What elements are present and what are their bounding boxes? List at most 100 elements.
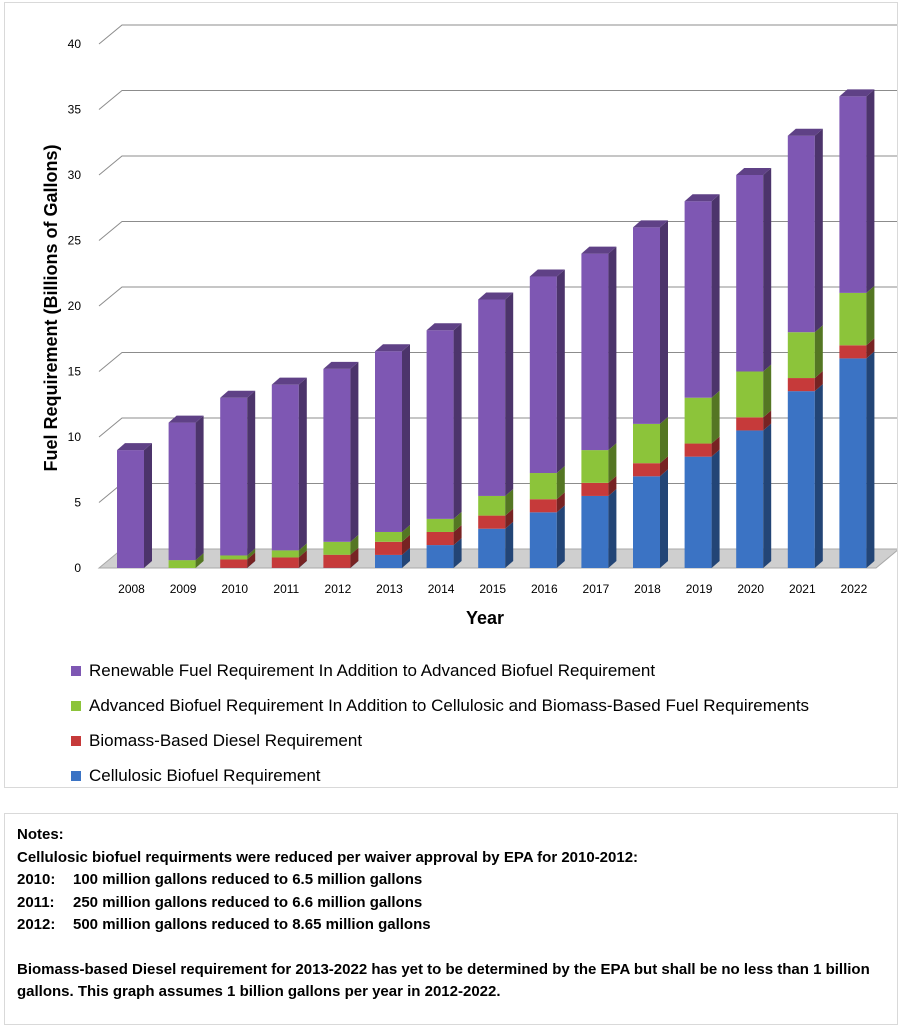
bar-segment-side [505,488,514,516]
bar-segment-front [839,96,867,293]
bar-segment-side [763,410,772,431]
bar-top-cap [375,344,410,352]
bar-segment-side [298,550,307,568]
bar-segment-front [839,358,867,568]
bar-segment [220,552,256,568]
bar-segment [581,443,617,483]
diesel-note: Biomass-based Diesel requirement for 201… [17,960,870,1001]
y-tick-label: 40 [68,37,82,51]
bar-top-cap [736,168,772,175]
notes-intro: Cellulosic biofuel requirments were redu… [17,848,639,866]
bar-segment-front [375,351,402,532]
bar-segment-side [556,466,565,500]
legend: Renewable Fuel Requirement In Addition t… [71,653,809,793]
bar-segment-front [633,476,660,568]
bar-segment [736,168,772,372]
notes-heading: Notes: [17,826,64,843]
bar-segment [633,456,668,477]
gridline [98,155,897,176]
bar-segment [787,128,823,333]
x-tick-label: 2021 [789,582,816,596]
y-tick-label: 5 [74,496,81,510]
bar-segment [736,410,772,431]
bar-segment [426,524,462,546]
bar-segment-side [453,323,462,519]
x-tick-label: 2018 [634,582,661,596]
bar-segment-side [350,534,359,555]
bar-segment-front [529,499,557,513]
y-axis-title: Fuel Requirement (Billions of Gallons) [41,144,61,471]
bar-segment [220,548,256,560]
bar-segment-side [711,194,720,398]
bar-top-cap [529,269,565,277]
bar-segment-side [711,390,720,444]
bar-segment [323,547,359,568]
bar-segment [168,553,204,568]
bar-segment-front [220,397,248,556]
bar-segment-front [323,368,351,542]
legend-item-advanced: Advanced Biofuel Requirement In Addition… [71,688,809,723]
bar-segment [684,390,720,444]
bar-segment-front [117,450,144,568]
bar-segment [426,323,462,519]
bar-top-cap [168,415,204,423]
bar-segment [581,246,617,451]
bar-segment-side [144,443,152,568]
bar-segment-front [684,201,712,398]
bar-segment [375,547,410,568]
bar-segment-side [711,449,720,568]
y-tick-label: 0 [74,561,81,575]
bar-segment-side [763,364,772,418]
bar-segment [839,285,875,346]
bar-segment-side [866,351,875,568]
bar-segment [117,443,152,568]
bar-segment-front [271,557,299,568]
bar-segment-front [529,473,557,500]
bar-segment-front [736,175,764,372]
bar-segment-side [298,377,307,551]
legend-item-cellulosic: Cellulosic Biofuel Requirement [71,758,809,793]
x-tick-label: 2008 [118,582,145,596]
bar-segment-front [426,330,454,519]
bar-top-cap [478,292,514,300]
bar-segment [839,338,875,359]
bar-segment [323,361,359,542]
bar-segment-front [426,518,454,532]
bar-segment-front [581,482,609,496]
bar-segment [323,534,359,555]
bar-segment [529,269,565,474]
bar-segment [168,415,204,561]
bar-segment-side [608,475,617,496]
bar-segment-side [556,492,565,513]
bar-segment-front [581,495,609,568]
bar-segment-front [787,378,815,392]
bar-segment-front [168,560,196,568]
gridline [98,24,897,45]
bar-segment-front [736,430,764,568]
bar-segment-front [271,384,299,551]
bar-segment-side [195,553,204,568]
x-tick-label: 2019 [686,582,713,596]
x-tick-label: 2012 [325,582,352,596]
bar-segment-side [350,361,359,542]
bar-segment-front [529,276,557,474]
bar-segment-side [608,246,617,451]
bar-segment [839,351,875,568]
bar-top-cap [426,323,462,331]
bar-segment-side [453,524,462,546]
bar-segment [684,194,720,398]
legend-label-biomass-diesel: Biomass-Based Diesel Requirement [89,730,363,750]
bar-segment-side [298,543,307,558]
bar-segment [684,449,720,568]
bar-segment-side [763,168,772,372]
bar-segment [271,550,307,568]
bar-segment [529,492,565,513]
bar-segment-front [736,371,764,418]
bar-segment-side [402,547,410,568]
x-tick-label: 2016 [531,582,558,596]
gridline [98,221,897,241]
waiver-text: 500 million gallons reduced to 8.65 mill… [73,916,431,933]
bar-segment [529,505,565,568]
bar-segment [633,469,668,568]
legend-item-renewable: Renewable Fuel Requirement In Addition t… [71,653,809,688]
